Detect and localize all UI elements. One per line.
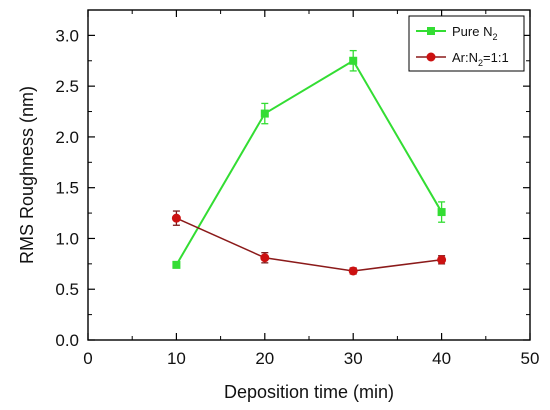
legend-marker-pure-n2 <box>427 27 435 35</box>
x-tick-label: 20 <box>255 349 274 368</box>
y-tick-label: 3.0 <box>55 26 79 45</box>
data-point-ar-n2 <box>171 213 181 223</box>
x-tick-label: 10 <box>167 349 186 368</box>
x-tick-label: 50 <box>521 349 540 368</box>
x-tick-label: 40 <box>432 349 451 368</box>
data-point-ar-n2 <box>260 253 270 263</box>
y-tick-label: 0.5 <box>55 280 79 299</box>
legend: Pure N2 Ar:N2=1:1 <box>408 15 525 72</box>
y-axis-ticks: 0.0 0.5 1.0 1.5 2.0 2.5 3.0 <box>55 26 530 350</box>
data-point-pure-n2 <box>260 109 269 118</box>
legend-label-ar-n2-post: =1:1 <box>483 50 509 65</box>
data-point-pure-n2 <box>437 208 446 217</box>
series-line-pure-n2 <box>175 59 443 266</box>
legend-label-ar-n2-sub: 2 <box>478 58 483 68</box>
series-line-ar-n2 <box>176 217 442 272</box>
legend-marker-ar-n2 <box>426 52 436 62</box>
legend-box <box>408 15 525 72</box>
x-axis-ticks: 0 10 20 30 40 50 <box>83 10 539 368</box>
data-point-pure-n2 <box>172 260 181 269</box>
legend-label-ar-n2-pre: Ar:N <box>452 50 478 65</box>
data-point-pure-n2 <box>349 56 358 65</box>
y-tick-label: 1.5 <box>55 179 79 198</box>
legend-label-ar-n2: Ar:N2=1:1 <box>452 50 509 68</box>
y-tick-label: 0.0 <box>55 331 79 350</box>
data-point-ar-n2 <box>437 255 447 265</box>
x-tick-label: 30 <box>344 349 363 368</box>
legend-label-pure-n2: Pure N2 <box>452 24 497 42</box>
series-layer <box>171 49 447 276</box>
legend-label-pure-n2-main: Pure N <box>452 24 492 39</box>
data-point-ar-n2 <box>348 266 358 276</box>
x-axis-title: Deposition time (min) <box>224 382 394 402</box>
y-tick-label: 2.5 <box>55 77 79 96</box>
legend-label-pure-n2-sub: 2 <box>492 32 497 42</box>
x-tick-label: 0 <box>83 349 92 368</box>
y-tick-label: 1.0 <box>55 229 79 248</box>
y-tick-label: 2.0 <box>55 128 79 147</box>
y-axis-title: RMS Roughness (nm) <box>17 86 37 264</box>
